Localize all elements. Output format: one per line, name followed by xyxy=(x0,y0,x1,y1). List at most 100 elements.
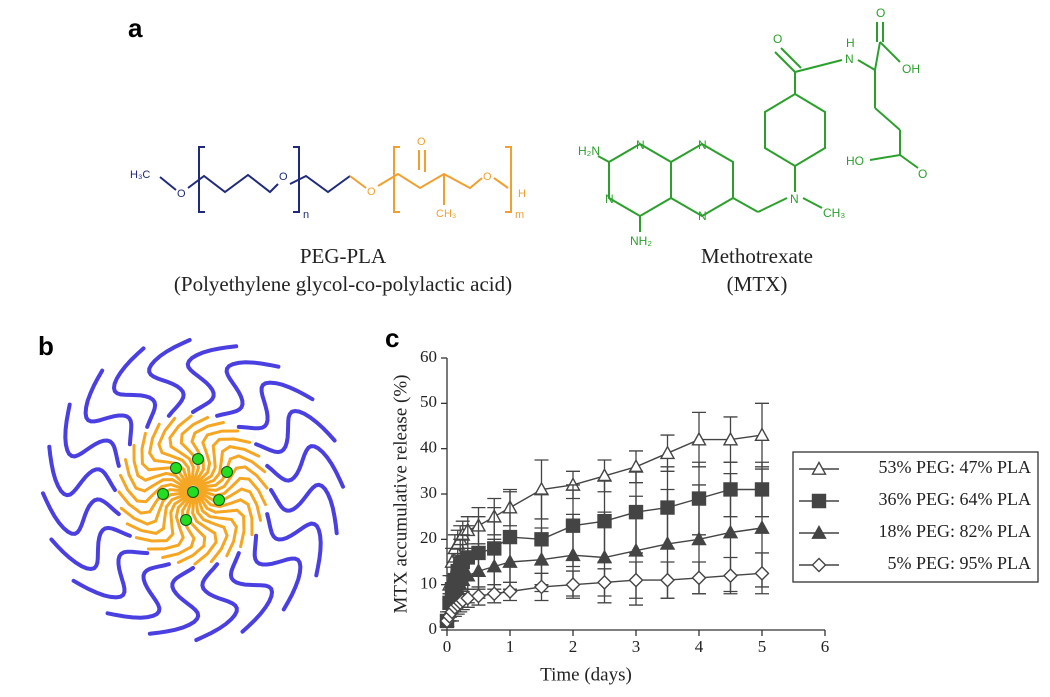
atom-label: N xyxy=(698,209,707,223)
y-axis-label: MTX accumulative release (%) xyxy=(390,375,411,614)
marker xyxy=(691,570,707,586)
pla-chain xyxy=(146,493,192,551)
y-tick-label: 0 xyxy=(429,619,438,638)
marker xyxy=(722,524,739,539)
y-tick-label: 60 xyxy=(420,347,437,366)
pla-chain xyxy=(132,443,190,489)
x-tick-label: 5 xyxy=(758,637,767,656)
peg-pla-structure xyxy=(159,146,512,213)
marker xyxy=(811,557,827,573)
marker xyxy=(628,542,644,557)
marker xyxy=(486,558,502,573)
marker xyxy=(691,431,707,446)
marker xyxy=(659,535,676,550)
pla-chain xyxy=(140,431,190,488)
drug-particle xyxy=(192,453,204,465)
marker xyxy=(660,572,675,588)
pla-chain xyxy=(117,488,189,515)
x-axis-label: Time (days) xyxy=(540,664,632,685)
pla-chain xyxy=(125,492,190,535)
marker xyxy=(628,458,644,473)
marker xyxy=(534,579,549,595)
marker xyxy=(470,563,487,577)
marker xyxy=(659,445,676,460)
drug-particle xyxy=(170,462,182,474)
marker xyxy=(811,525,827,539)
legend-label: 5% PEG: 95% PLA xyxy=(888,553,1032,573)
legend-box xyxy=(792,451,1039,583)
pla-chain xyxy=(119,491,190,526)
peg-chain xyxy=(254,408,337,455)
atom-label: OH xyxy=(902,62,920,76)
release-chart: 0 10 20 30 40 50 60 0 1 2 3 4 5 6 Time (days) MTX accum… xyxy=(390,347,1039,685)
compound-full-name: (Polyethylene glycol-co-polylactic acid) xyxy=(174,272,512,296)
pla-chain xyxy=(197,465,269,492)
pla-chain xyxy=(119,473,189,504)
pla-chain xyxy=(190,421,225,486)
compound-abbreviation: (MTX) xyxy=(727,272,788,296)
atom-label: H xyxy=(518,188,526,200)
atom-label: O xyxy=(417,136,426,148)
pla-chain xyxy=(195,493,238,558)
marker xyxy=(565,577,581,593)
marker xyxy=(460,567,476,582)
atom-label: H xyxy=(846,36,855,50)
marker xyxy=(722,431,739,446)
panel-label: c xyxy=(385,323,399,353)
peg-chain xyxy=(63,402,121,468)
x-tick-label: 2 xyxy=(569,637,578,656)
peg-chain xyxy=(49,525,132,572)
x-tick-label: 1 xyxy=(506,637,515,656)
peg-chain xyxy=(252,533,303,612)
pla-chain xyxy=(179,416,210,486)
y-tick-label: 10 xyxy=(420,574,437,593)
atom-label: H₂N xyxy=(578,144,600,158)
pla-chain xyxy=(157,416,192,487)
pla-chain xyxy=(194,429,240,487)
atom-label: N xyxy=(636,138,645,152)
legend-label: 53% PEG: 47% PLA xyxy=(879,457,1032,477)
peg-chain xyxy=(215,360,281,418)
legend-label: 18% PEG: 82% PLA xyxy=(879,521,1032,541)
x-tick-label: 3 xyxy=(632,637,641,656)
atom-label: m xyxy=(515,209,524,221)
atom-label: N xyxy=(790,192,799,206)
peg-chain xyxy=(105,562,171,620)
marker xyxy=(502,554,518,568)
marker xyxy=(565,547,581,562)
drug-particle xyxy=(157,488,169,500)
atom-label: H₃C xyxy=(130,169,150,181)
atom-label: O xyxy=(177,188,186,200)
x-tick-label: 6 xyxy=(821,637,830,656)
drug-particle xyxy=(187,486,199,498)
atom-label: N xyxy=(845,52,854,66)
y-tick-label: 30 xyxy=(420,483,437,502)
atom-label: N xyxy=(698,138,707,152)
pla-chain xyxy=(194,493,229,564)
peg-chain xyxy=(265,444,345,489)
peg-chain xyxy=(265,512,323,578)
marker xyxy=(502,583,518,599)
y-tick-label: 40 xyxy=(420,438,437,457)
pla-chain xyxy=(134,493,191,543)
compound-name: PEG-PLA xyxy=(300,244,387,268)
peg-chain xyxy=(185,344,239,414)
atom-label: O xyxy=(483,171,492,183)
atom-label: HO xyxy=(846,154,864,168)
marker xyxy=(811,493,827,509)
atom-label: O xyxy=(918,167,927,181)
marker xyxy=(596,549,613,564)
x-tick-label: 4 xyxy=(695,637,704,656)
marker xyxy=(597,574,612,590)
marker xyxy=(723,568,738,584)
atom-label: CH₃ xyxy=(436,208,456,220)
peg-chain xyxy=(41,491,121,536)
atom-label: O xyxy=(367,186,376,198)
pla-chain xyxy=(191,494,218,566)
y-tick-label: 50 xyxy=(420,392,437,411)
panel-label: a xyxy=(128,13,143,43)
atom-label: NH₂ xyxy=(630,234,652,248)
micelle-diagram xyxy=(41,338,345,642)
atom-label: CH₃ xyxy=(823,206,845,220)
